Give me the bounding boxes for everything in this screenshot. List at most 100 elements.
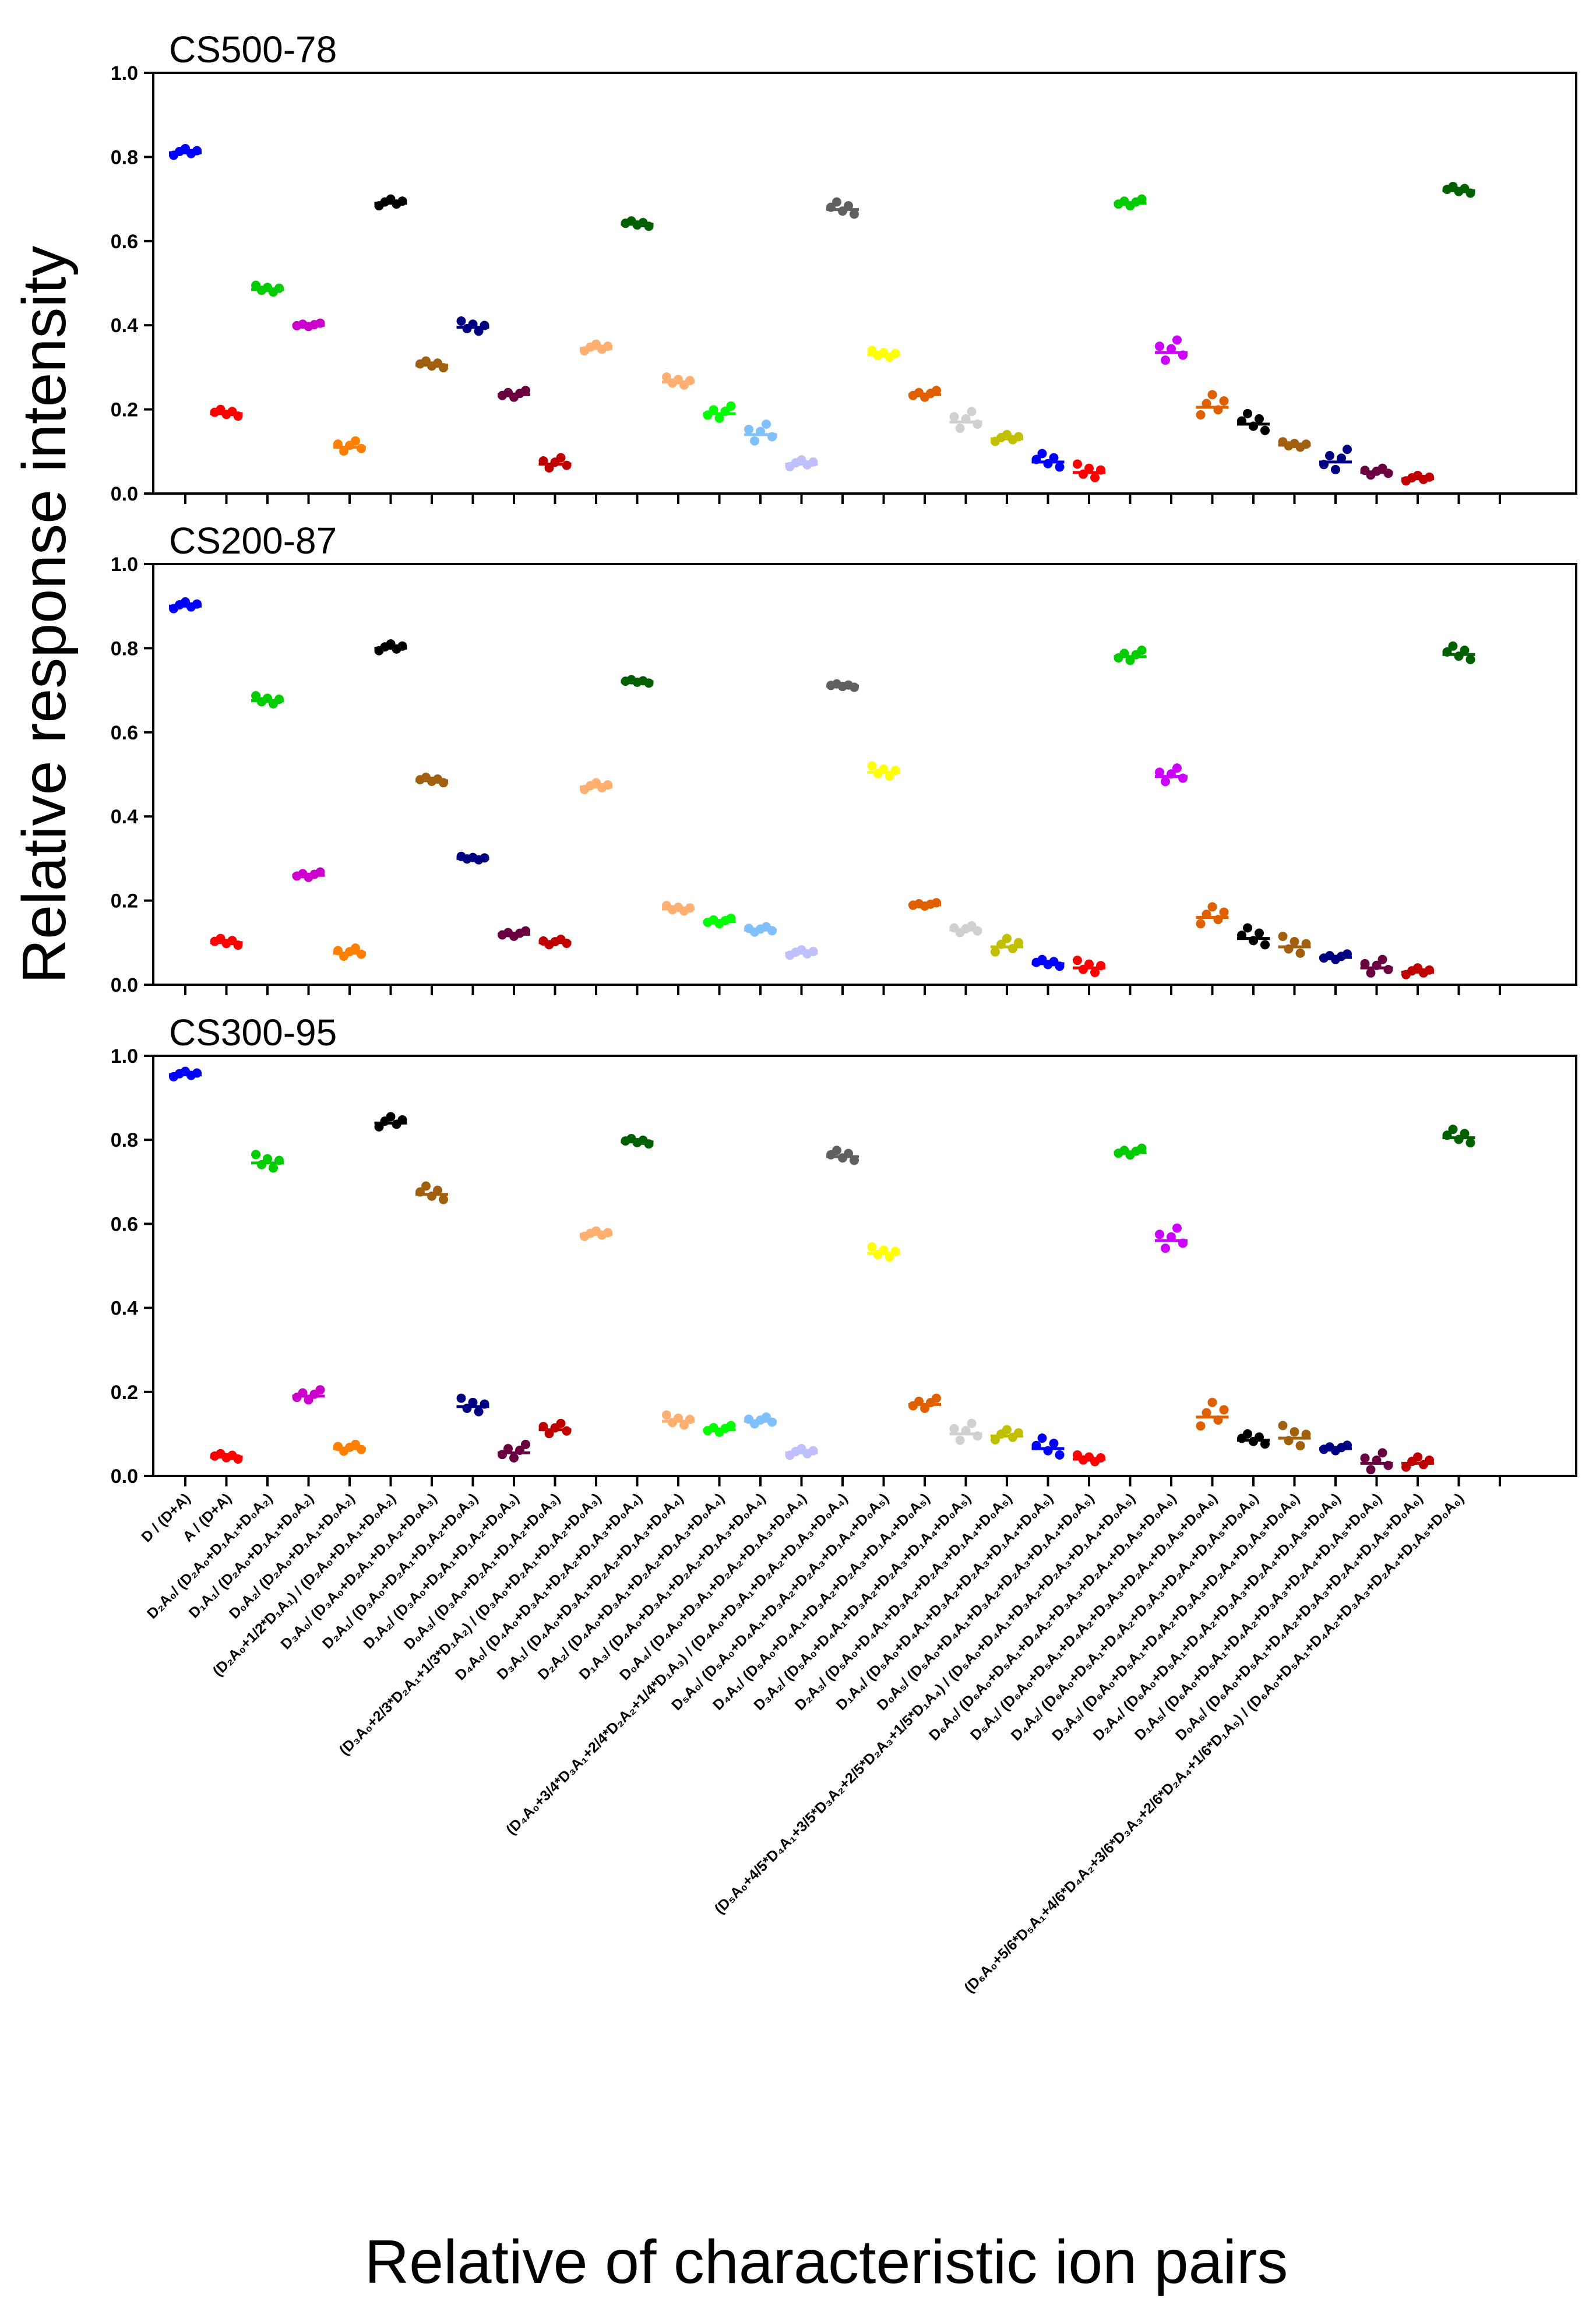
data-point	[1172, 1223, 1182, 1233]
data-point-group	[1237, 923, 1270, 950]
data-point	[251, 690, 260, 700]
data-point	[1295, 948, 1305, 958]
data-point-group	[333, 1439, 366, 1456]
data-point	[726, 1421, 736, 1430]
data-point	[1465, 654, 1475, 664]
data-point-group	[621, 1134, 654, 1149]
data-point	[1207, 902, 1217, 912]
data-point-group	[1073, 1450, 1105, 1467]
y-tick-label: 0.4	[111, 1298, 138, 1320]
data-point-group	[991, 1425, 1023, 1444]
data-point	[1196, 410, 1206, 420]
data-point	[762, 419, 771, 429]
data-point	[1425, 472, 1434, 482]
data-point-group	[456, 851, 489, 865]
data-point-group	[580, 339, 612, 356]
data-point	[521, 1439, 530, 1449]
data-point	[1260, 940, 1270, 950]
data-point-group	[498, 1439, 530, 1463]
y-tick-label: 0.6	[111, 722, 138, 744]
data-point	[1155, 341, 1164, 351]
data-point	[509, 1453, 519, 1463]
data-point-group	[867, 761, 900, 781]
data-point	[263, 1154, 272, 1164]
data-point-group	[1114, 194, 1147, 211]
data-point-group	[867, 346, 900, 362]
y-tick-label: 0.2	[111, 1382, 138, 1404]
panel-title: CS300-95	[169, 1012, 337, 1053]
data-point-group	[991, 933, 1023, 957]
data-point-group	[292, 1385, 325, 1405]
data-point	[1207, 390, 1217, 400]
data-point	[867, 761, 877, 771]
data-point	[1049, 453, 1059, 463]
data-point	[967, 407, 977, 417]
data-point	[1002, 1425, 1012, 1435]
data-point-group	[1360, 1448, 1393, 1475]
data-point	[1465, 1138, 1475, 1148]
data-point	[1002, 933, 1012, 943]
data-point-group	[744, 1412, 777, 1429]
data-point-group	[1401, 470, 1434, 486]
data-point-group	[744, 419, 777, 446]
data-point-group	[991, 429, 1023, 446]
data-point	[1137, 194, 1147, 204]
data-point	[1295, 1441, 1305, 1451]
plot-frame	[152, 1055, 1577, 1477]
data-point	[1090, 967, 1100, 977]
data-point	[1196, 919, 1206, 929]
data-point	[1278, 931, 1288, 941]
data-point	[1243, 408, 1252, 418]
data-point-group	[1031, 954, 1065, 971]
data-point	[421, 1181, 431, 1191]
data-point	[1219, 1405, 1229, 1415]
data-point	[274, 695, 284, 704]
y-tick-label: 0.6	[111, 231, 138, 253]
data-point-group	[703, 401, 736, 423]
data-point	[1161, 1243, 1170, 1253]
data-point	[662, 372, 671, 382]
data-point	[503, 1444, 513, 1454]
data-point-group	[415, 1181, 448, 1204]
data-point	[1055, 462, 1065, 472]
data-point-group	[374, 639, 407, 656]
data-point-group	[908, 898, 941, 911]
data-point-group	[662, 372, 695, 390]
data-point	[662, 1410, 671, 1420]
data-point-group	[1073, 956, 1105, 977]
data-point	[1137, 1143, 1147, 1153]
data-point	[744, 424, 753, 434]
data-point-group	[292, 318, 325, 332]
data-point-group	[1031, 1433, 1065, 1460]
data-point	[1243, 1429, 1252, 1439]
data-point-group	[1360, 954, 1393, 978]
data-point-group	[374, 194, 407, 211]
data-point-group	[1442, 641, 1475, 664]
data-point	[1460, 1129, 1470, 1139]
data-point	[1343, 445, 1352, 454]
data-point-group	[908, 1393, 941, 1413]
data-point	[1155, 767, 1164, 777]
data-point-group	[867, 1242, 900, 1262]
data-point	[1090, 473, 1100, 482]
data-point-group	[1442, 181, 1475, 198]
data-point	[603, 1228, 612, 1238]
data-point	[832, 197, 841, 207]
data-point-group	[703, 1421, 736, 1437]
data-point	[1196, 1421, 1206, 1431]
data-point-group	[251, 280, 284, 297]
data-point	[1084, 463, 1094, 473]
y-tick-label: 0.8	[111, 146, 138, 168]
data-point-group	[785, 945, 818, 960]
data-point-group	[662, 901, 695, 916]
data-point-group	[1237, 1429, 1270, 1449]
data-point	[1448, 641, 1458, 651]
y-tick-label: 1.0	[111, 1045, 138, 1067]
data-point-group	[292, 867, 325, 882]
data-point-group	[826, 1146, 859, 1165]
data-point-group	[908, 386, 941, 402]
data-point	[1460, 646, 1470, 656]
data-point-group	[210, 404, 243, 421]
data-point-group	[662, 1410, 695, 1430]
